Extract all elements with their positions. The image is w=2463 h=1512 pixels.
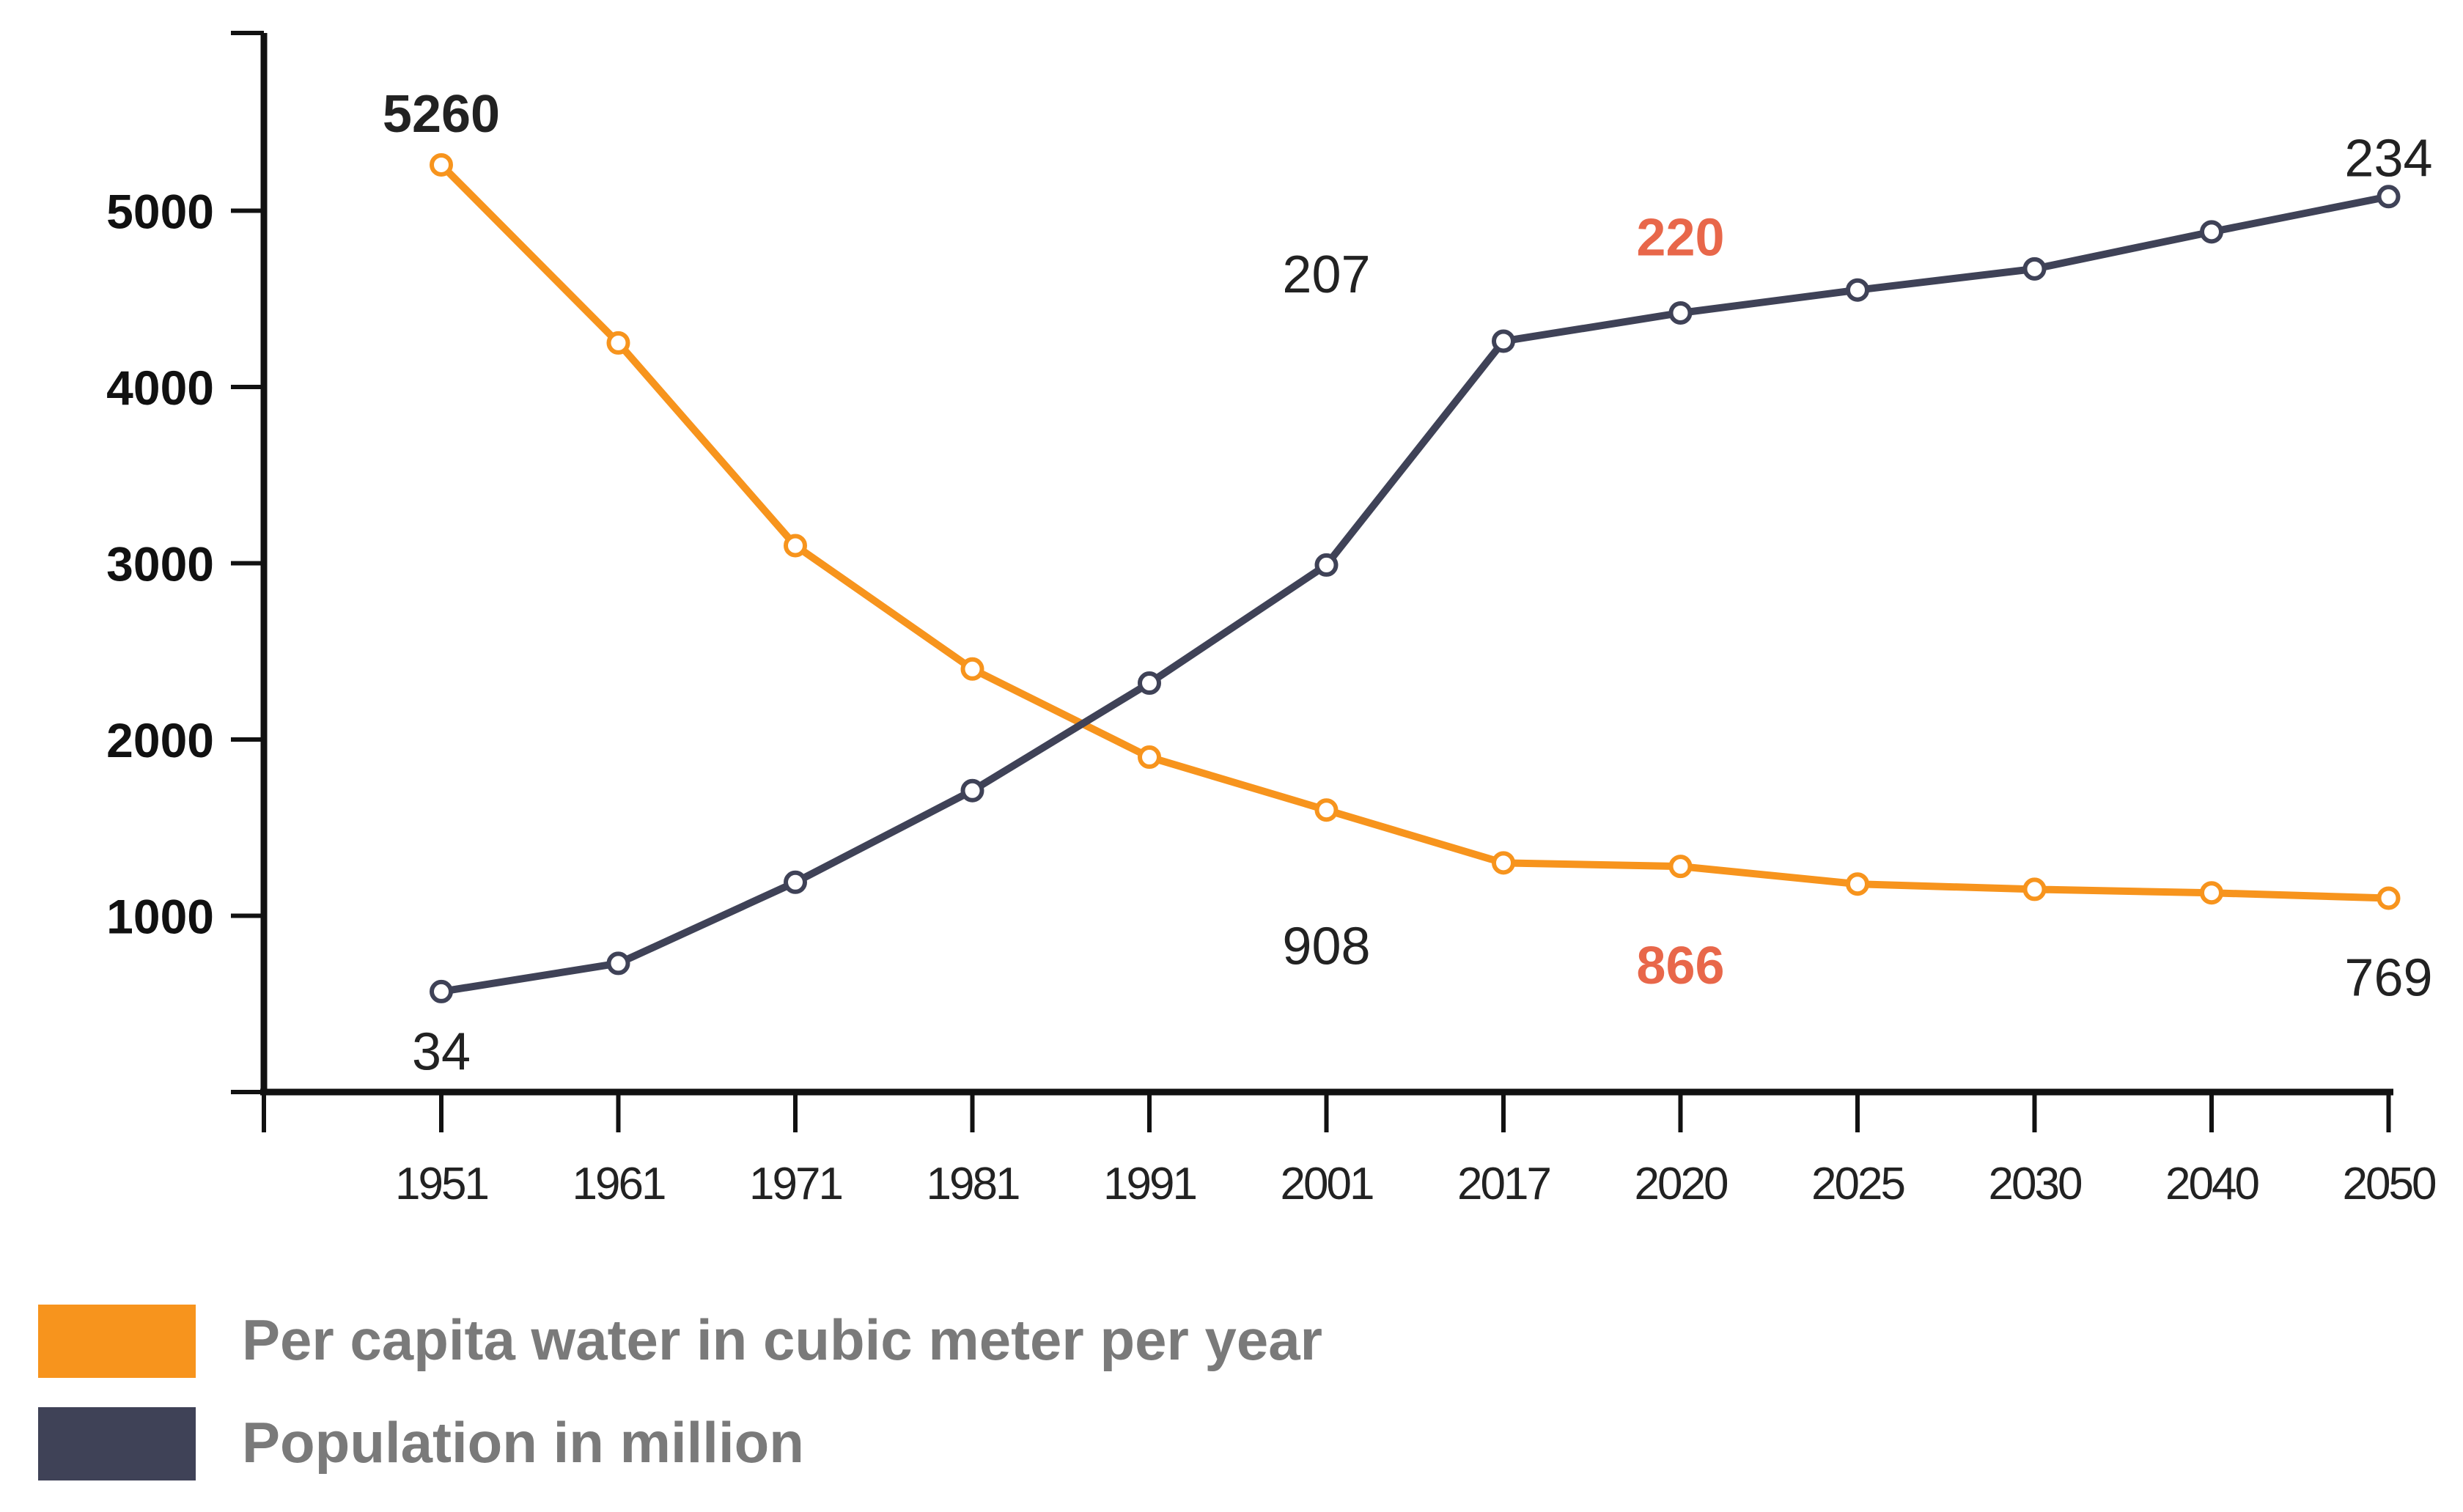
- chart-series: [430, 152, 2401, 1003]
- legend-label: Population in million: [242, 1410, 804, 1475]
- data-label: 769: [2344, 949, 2432, 1008]
- y-tick-label: 2000: [106, 713, 214, 767]
- data-point: [2200, 881, 2223, 905]
- data-annotations: 5260 34 207 908 220 866 234 769: [383, 85, 2433, 1081]
- data-point: [1846, 278, 1869, 302]
- data-label: 5260: [383, 85, 500, 144]
- data-point: [1314, 553, 1339, 577]
- x-tick-label: 2050: [2343, 1159, 2436, 1209]
- chart-legend: Per capita water in cubic meter per year…: [38, 1305, 1322, 1480]
- data-label: 34: [412, 1023, 471, 1082]
- x-tick-label: 2017: [1457, 1159, 1550, 1209]
- data-label: 866: [1636, 937, 1724, 995]
- x-tick-label: 1971: [749, 1159, 842, 1209]
- series-population: [430, 185, 2401, 1003]
- x-tick-label: 2020: [1635, 1159, 1728, 1209]
- series-line: [438, 193, 2393, 995]
- data-point: [1668, 300, 1693, 325]
- x-tick-label: 1991: [1103, 1159, 1196, 1209]
- data-point: [1138, 745, 1161, 770]
- x-tick-label: 1961: [573, 1159, 665, 1209]
- y-tick-label: 3000: [106, 537, 214, 591]
- data-point: [606, 331, 630, 355]
- chart-axes: 1000 2000 3000 4000 5000 1951 1961 1971 1981 1991…: [106, 31, 2438, 1209]
- data-point: [960, 778, 984, 803]
- data-point: [1492, 329, 1515, 353]
- data-point: [960, 657, 984, 681]
- x-tick-label: 2025: [1811, 1159, 1904, 1209]
- data-point: [2022, 257, 2047, 281]
- x-tick-label: 2030: [1989, 1159, 2082, 1209]
- data-point: [784, 534, 807, 558]
- y-tick-label: 4000: [106, 361, 214, 415]
- legend-swatch: [38, 1305, 196, 1378]
- x-tick-label: 2040: [2165, 1159, 2258, 1209]
- y-tick-label: 1000: [106, 890, 214, 944]
- data-point: [2377, 886, 2401, 910]
- data-point: [430, 152, 453, 177]
- legend-swatch: [38, 1407, 196, 1480]
- legend-label: Per capita water in cubic meter per year: [242, 1308, 1322, 1372]
- data-point: [1138, 671, 1161, 696]
- data-point: [2377, 185, 2401, 209]
- data-point: [2200, 220, 2223, 244]
- data-label: 234: [2344, 129, 2432, 188]
- data-point: [1492, 851, 1515, 875]
- data-point: [784, 870, 807, 894]
- data-label: 908: [1282, 917, 1370, 976]
- series-line: [438, 161, 2393, 902]
- x-tick-label: 1981: [927, 1159, 1019, 1209]
- data-point: [606, 951, 630, 976]
- data-point: [2022, 877, 2047, 901]
- y-tick-label: 5000: [106, 185, 214, 239]
- x-tick-label: 1951: [395, 1159, 487, 1209]
- x-tick-label: 2001: [1281, 1159, 1373, 1209]
- data-label: 220: [1636, 209, 1724, 268]
- series-water-per-capita: [430, 152, 2401, 910]
- data-point: [430, 979, 453, 1003]
- data-point: [1314, 798, 1339, 822]
- data-label: 207: [1282, 246, 1370, 304]
- data-point: [1846, 872, 1869, 896]
- data-point: [1668, 855, 1693, 879]
